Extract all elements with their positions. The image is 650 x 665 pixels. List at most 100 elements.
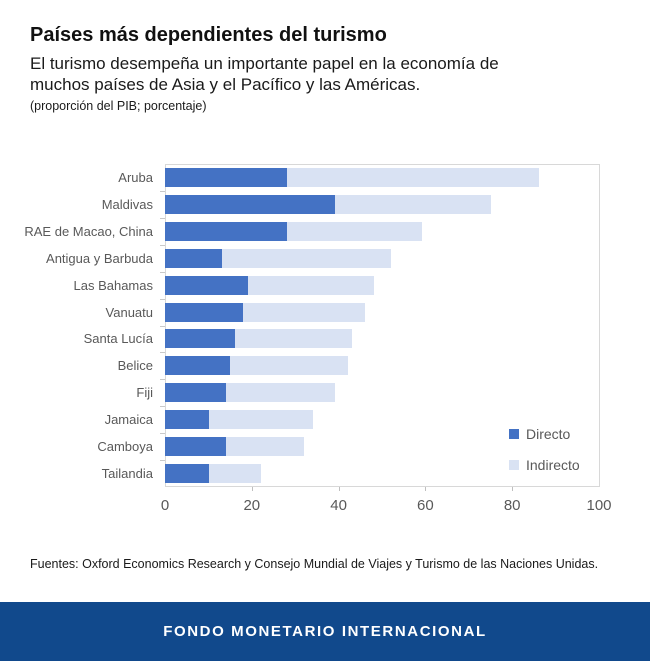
bar-segment-indirecto xyxy=(225,437,305,457)
x-tick-mark xyxy=(425,487,427,491)
country-label: Maldivas xyxy=(101,196,153,212)
bar-segment-indirecto xyxy=(243,302,366,322)
bar-segment-indirecto xyxy=(334,194,492,214)
y-row-tick-mark xyxy=(160,379,165,380)
legend-direct-swatch-icon xyxy=(509,429,519,439)
y-row-tick-mark xyxy=(160,245,165,246)
bar-segment-indirecto xyxy=(221,248,392,268)
x-tick-label: 60 xyxy=(417,497,434,514)
country-label: Antigua y Barbuda xyxy=(46,250,153,266)
bar-segment-directo xyxy=(165,275,248,295)
sources-note: Fuentes: Oxford Economics Research y Con… xyxy=(30,557,599,571)
bar-segment-indirecto xyxy=(230,356,348,376)
chart-subtitle: El turismo desempeña un importante papel… xyxy=(30,53,630,95)
imf-footer-title: FONDO MONETARIO INTERNACIONAL xyxy=(163,623,487,640)
bar-track xyxy=(165,302,600,322)
page-title: Países más dependientes del turismo xyxy=(30,24,387,46)
bar-track xyxy=(165,383,600,403)
imf-footer-banner: FONDO MONETARIO INTERNACIONAL xyxy=(0,602,650,661)
country-label: Las Bahamas xyxy=(73,277,154,293)
bar-segment-directo xyxy=(165,167,287,187)
x-tick-mark xyxy=(338,487,340,491)
bar-row: Maldivas xyxy=(0,191,650,218)
bar-segment-indirecto xyxy=(208,410,313,430)
bar-segment-indirecto xyxy=(208,464,261,484)
bar-row: Aruba xyxy=(0,164,650,191)
country-label: RAE de Macao, China xyxy=(24,223,153,239)
x-tick-label: 40 xyxy=(330,497,347,514)
bar-segment-directo xyxy=(165,383,226,403)
y-row-tick-mark xyxy=(160,191,165,192)
x-tick-mark xyxy=(251,487,253,491)
bar-row: Las Bahamas xyxy=(0,272,650,299)
bar-rows: Aruba Maldivas RAE de Macao, China Antigua … xyxy=(0,164,650,487)
bar-segment-directo xyxy=(165,194,335,214)
country-label: Santa Lucía xyxy=(83,331,153,347)
x-tick-label: 80 xyxy=(503,497,521,514)
bar-track xyxy=(165,464,600,484)
bar-segment-directo xyxy=(165,437,226,457)
bar-track xyxy=(165,275,600,295)
bar-row: Vanuatu xyxy=(0,299,650,326)
bar-row: Fiji xyxy=(0,379,650,406)
bar-segment-indirecto xyxy=(247,275,374,295)
y-row-tick-mark xyxy=(160,433,165,434)
units-note: (proporción del PIB; porcentaje) xyxy=(30,99,207,113)
legend-indirect-swatch-icon xyxy=(509,460,519,470)
subtitle-line-1: El turismo desempeña un importante papel… xyxy=(30,54,499,73)
bar-segment-indirecto xyxy=(286,221,422,241)
bar-segment-directo xyxy=(165,248,222,268)
chart-legend: Directo Indirecto xyxy=(509,426,580,488)
country-label: Vanuatu xyxy=(105,304,153,320)
bar-row: Jamaica xyxy=(0,406,650,433)
bar-segment-indirecto xyxy=(286,167,540,187)
bar-segment-directo xyxy=(165,329,235,349)
country-label: Belice xyxy=(117,358,153,374)
y-row-tick-mark xyxy=(160,272,165,273)
bar-track xyxy=(165,194,600,214)
country-label: Fiji xyxy=(136,385,153,401)
y-row-tick-mark xyxy=(160,460,165,461)
bar-row: Belice xyxy=(0,352,650,379)
legend-item-indirect: Indirecto xyxy=(509,457,580,473)
x-tick-label: 100 xyxy=(586,497,612,514)
bar-row: Tailandia xyxy=(0,460,650,487)
bar-row: RAE de Macao, China xyxy=(0,218,650,245)
tourism-dependency-chart: Aruba Maldivas RAE de Macao, China Antigua … xyxy=(0,164,650,524)
y-row-tick-mark xyxy=(160,218,165,219)
bar-row: Camboya xyxy=(0,433,650,460)
subtitle-line-2: muchos países de Asia y el Pacífico y la… xyxy=(30,75,421,94)
bar-segment-directo xyxy=(165,410,209,430)
bar-track xyxy=(165,221,600,241)
bar-row: Santa Lucía xyxy=(0,326,650,353)
legend-direct-label: Directo xyxy=(526,426,571,442)
y-row-tick-mark xyxy=(160,406,165,407)
bar-track xyxy=(165,410,600,430)
country-label: Aruba xyxy=(118,169,153,185)
bar-segment-directo xyxy=(165,221,287,241)
x-tick-label: 20 xyxy=(243,497,261,514)
bar-track xyxy=(165,437,600,457)
chart-header: Países más dependientes del turismo El t… xyxy=(30,24,630,113)
y-row-tick-mark xyxy=(160,352,165,353)
y-row-tick-mark xyxy=(160,299,165,300)
legend-item-direct: Directo xyxy=(509,426,580,442)
bar-segment-directo xyxy=(165,464,209,484)
y-row-tick-mark xyxy=(160,326,165,327)
x-tick-mark xyxy=(512,487,514,491)
bar-segment-directo xyxy=(165,356,231,376)
bar-track xyxy=(165,248,600,268)
bar-row: Antigua y Barbuda xyxy=(0,245,650,272)
country-label: Camboya xyxy=(97,439,153,455)
legend-indirect-label: Indirecto xyxy=(526,457,580,473)
x-tick-label: 0 xyxy=(160,497,170,514)
bar-track xyxy=(165,329,600,349)
bar-segment-indirecto xyxy=(225,383,335,403)
country-label: Jamaica xyxy=(104,412,153,428)
bar-track xyxy=(165,356,600,376)
x-axis: 0 20 40 60 80 100 xyxy=(161,497,612,517)
country-label: Tailandia xyxy=(101,466,153,482)
bar-track xyxy=(165,167,600,187)
bar-segment-directo xyxy=(165,302,244,322)
bar-segment-indirecto xyxy=(234,329,353,349)
